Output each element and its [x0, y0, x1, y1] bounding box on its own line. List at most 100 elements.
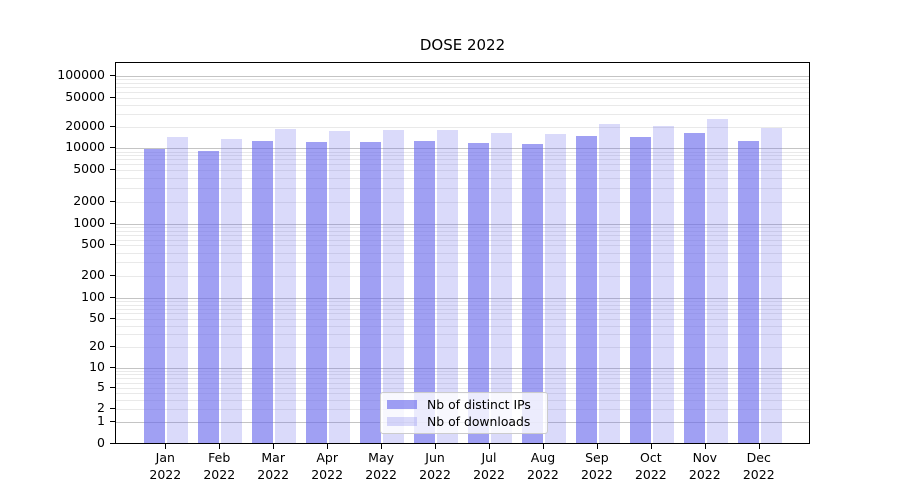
y-gridline-minor-80	[116, 304, 809, 306]
y-tick-50	[110, 317, 115, 319]
x-tick-label-jan: Jan 2022	[133, 450, 197, 483]
y-tick-2000	[110, 201, 115, 202]
x-tick-year: 2022	[419, 466, 451, 482]
bar-distinct-ips-jul	[468, 143, 489, 443]
y-tick-10000	[110, 147, 115, 149]
y-tick-label-2: 2	[97, 400, 105, 416]
legend-label: Nb of downloads	[427, 414, 531, 429]
x-tick-apr	[327, 444, 329, 449]
y-gridline-500	[116, 245, 809, 247]
y-tick-label-20: 20	[89, 338, 105, 353]
y-gridline-minor-4000	[116, 177, 809, 179]
y-gridline-minor-6000	[116, 164, 809, 166]
y-tick-100000	[110, 75, 115, 76]
x-tick-aug	[542, 444, 544, 449]
y-tick-100	[110, 297, 115, 299]
legend-label: Nb of distinct IPs	[427, 397, 531, 412]
bar-downloads-jun	[437, 129, 459, 443]
y-gridline-minor-70000	[116, 87, 809, 89]
y-gridline-50	[116, 318, 809, 320]
x-tick-feb	[219, 444, 221, 449]
y-tick-2	[110, 408, 115, 410]
x-tick-nov	[704, 444, 706, 449]
bar-distinct-ips-jan	[144, 148, 166, 443]
y-tick-5000	[110, 169, 115, 170]
bar-downloads-feb	[221, 138, 243, 443]
y-gridline-minor-300	[116, 262, 809, 264]
y-gridline-5000	[116, 170, 809, 171]
x-tick-month: May	[368, 450, 395, 465]
y-gridline-minor-8000	[116, 155, 809, 157]
y-gridline-minor-9	[116, 370, 809, 372]
y-tick-label-10: 10	[89, 358, 105, 374]
y-gridline-1000	[116, 223, 809, 225]
y-tick-label-0: 0	[97, 434, 105, 450]
y-gridline-minor-900	[116, 226, 809, 228]
x-tick-month: Jul	[481, 450, 497, 465]
y-gridline-20	[116, 347, 809, 348]
legend-item-downloads: Nb of downloads	[387, 414, 541, 429]
bar-downloads-nov	[706, 118, 728, 443]
y-gridline-minor-90	[116, 301, 809, 303]
bar-distinct-ips-dec	[737, 140, 759, 443]
x-tick-month: Oct	[640, 450, 662, 465]
y-gridline-20000	[116, 126, 809, 128]
y-gridline-minor-80000	[116, 82, 809, 84]
y-tick-label-1: 1	[97, 412, 105, 428]
y-tick-500	[110, 244, 115, 246]
legend: Nb of distinct IPs Nb of downloads	[380, 392, 548, 434]
y-gridline-minor-9000	[116, 151, 809, 153]
y-gridline-minor-8	[116, 374, 809, 376]
x-tick-jan	[165, 444, 167, 449]
y-tick-label-500: 500	[81, 236, 105, 252]
y-tick-5	[110, 387, 115, 389]
bar-distinct-ips-mar	[252, 140, 274, 443]
chart-title: DOSE 2022	[419, 36, 506, 54]
y-tick-label-20000: 20000	[65, 117, 105, 133]
bar-downloads-apr	[329, 131, 351, 443]
x-tick-oct	[650, 444, 652, 449]
x-tick-year: 2022	[149, 466, 182, 482]
x-tick-label-nov: Nov 2022	[673, 450, 737, 483]
x-tick-label-dec: Dec 2022	[727, 450, 791, 483]
y-gridline-minor-60	[116, 313, 809, 315]
y-tick-1000	[110, 222, 115, 224]
y-tick-label-200: 200	[81, 266, 105, 282]
x-tick-month: Aug	[530, 450, 556, 465]
x-tick-label-sep: Sep 2022	[565, 450, 629, 483]
y-gridline-minor-70	[116, 308, 809, 310]
y-gridline-200	[116, 275, 809, 277]
y-tick-label-5: 5	[97, 379, 105, 395]
bar-distinct-ips-may	[360, 141, 382, 443]
y-gridline-minor-30	[116, 334, 809, 336]
x-tick-year: 2022	[203, 466, 236, 482]
bar-distinct-ips-sep	[575, 135, 597, 443]
y-tick-0	[110, 442, 115, 444]
y-tick-1	[110, 420, 115, 422]
bar-downloads-may	[383, 130, 405, 443]
bar-downloads-oct	[652, 126, 674, 443]
x-tick-label-feb: Feb 2022	[187, 450, 251, 483]
bar-distinct-ips-nov	[683, 132, 705, 443]
bar-downloads-dec	[760, 128, 782, 443]
y-tick-50000	[110, 96, 115, 98]
y-gridline-minor-40000	[116, 104, 809, 106]
x-tick-month: Feb	[208, 450, 231, 465]
x-tick-label-mar: Mar 2022	[241, 450, 305, 483]
y-gridline-minor-40	[116, 325, 809, 327]
x-tick-month: Apr	[316, 450, 338, 465]
x-tick-label-jun: Jun 2022	[403, 450, 467, 483]
y-gridline-minor-30000	[116, 113, 809, 115]
y-tick-200	[110, 274, 115, 276]
y-tick-label-5000: 5000	[73, 161, 105, 176]
x-tick-jul	[489, 444, 490, 449]
y-tick-20000	[110, 125, 115, 127]
y-gridline-5	[116, 388, 809, 390]
y-gridline-10000	[116, 148, 809, 150]
x-tick-month: Sep	[585, 450, 609, 465]
y-gridline-2000	[116, 202, 809, 203]
y-tick-label-10000: 10000	[65, 139, 105, 155]
y-tick-label-100000: 100000	[57, 67, 105, 82]
x-tick-label-aug: Aug 2022	[511, 450, 575, 483]
x-tick-month: Mar	[261, 450, 285, 465]
